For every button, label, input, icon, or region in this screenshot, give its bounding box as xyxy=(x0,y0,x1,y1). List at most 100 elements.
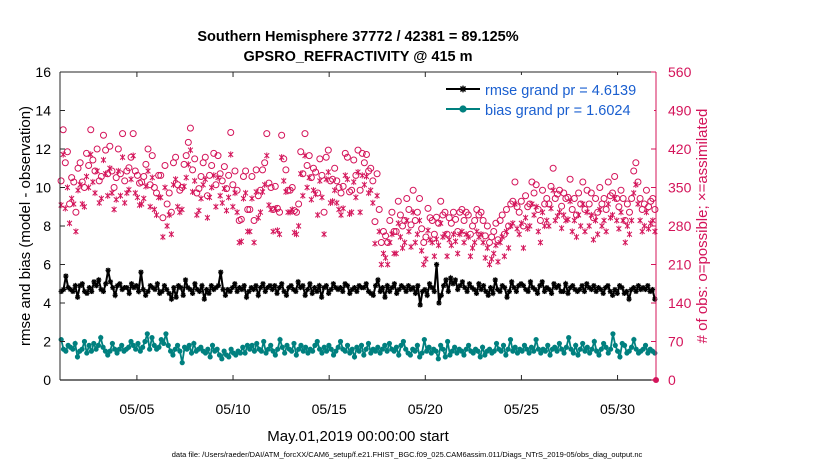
obs-possible-point xyxy=(411,217,419,224)
rmse-point-stroke xyxy=(394,290,400,296)
bias-point xyxy=(545,342,551,348)
bias-point xyxy=(263,350,269,356)
rmse-point xyxy=(631,285,637,291)
rmse-point-stroke xyxy=(375,277,381,283)
obs-possible-point xyxy=(600,195,608,202)
obs-possible-point xyxy=(259,166,267,174)
obs-possible-point xyxy=(303,162,311,169)
rmse-point xyxy=(511,285,517,291)
bias-point xyxy=(268,342,274,348)
bias-point xyxy=(372,348,379,354)
obs-assimilated-point xyxy=(601,217,607,224)
rmse-point-stroke xyxy=(436,300,442,306)
rmse-point xyxy=(598,286,604,293)
rmse-point xyxy=(171,285,177,291)
rmse-point-stroke xyxy=(410,285,416,291)
obs-possible-point xyxy=(382,232,390,240)
obs-possible-point xyxy=(129,130,137,138)
rmse-point xyxy=(269,286,275,293)
rmse-point xyxy=(143,292,149,298)
rmse-point-stroke xyxy=(237,285,242,291)
obs-assimilated-point xyxy=(119,154,126,161)
obs-possible-point xyxy=(390,228,398,235)
rmse-point-stroke xyxy=(185,285,191,291)
obs-possible-point xyxy=(403,195,411,202)
obs-possible-point xyxy=(231,167,239,175)
bias-point xyxy=(312,342,318,348)
obs-possible-point xyxy=(184,138,192,146)
obs-possible-point xyxy=(500,230,508,238)
rmse-point-stroke xyxy=(323,283,329,289)
bias-point xyxy=(533,336,539,343)
obs-possible-point xyxy=(360,159,368,167)
obs-assimilated-point xyxy=(374,192,380,199)
bias-point xyxy=(582,348,588,354)
bias-point xyxy=(640,346,646,352)
rmse-point-stroke xyxy=(190,290,195,296)
obs-possible-point xyxy=(568,206,576,213)
bias-point xyxy=(112,346,118,352)
rmse-point-stroke xyxy=(525,289,531,294)
obs-assimilated-point xyxy=(172,176,179,183)
bias-point xyxy=(449,348,455,354)
rmse-point-stroke xyxy=(295,279,301,285)
bias-point xyxy=(570,350,576,356)
obs-assimilated-point xyxy=(550,187,556,194)
rmse-point xyxy=(250,286,257,293)
y-tick-label-right: 350 xyxy=(668,180,692,196)
obs-assimilated-point xyxy=(138,200,145,208)
bias-point xyxy=(88,348,95,354)
bias-point xyxy=(354,344,360,350)
rmse-point xyxy=(375,277,381,283)
rmse-point-stroke xyxy=(635,283,641,289)
obs-possible-point xyxy=(356,186,364,194)
rmse-point xyxy=(363,281,369,287)
y-tick-label-left: 10 xyxy=(35,180,51,196)
obs-assimilated-point xyxy=(257,209,264,216)
obs-assimilated-point xyxy=(548,205,554,212)
obs-assimilated-point xyxy=(253,188,259,196)
bias-point xyxy=(109,340,115,347)
rmse-point xyxy=(459,279,466,285)
bias-point xyxy=(270,348,276,354)
obs-assimilated-point xyxy=(370,199,376,207)
bias-point xyxy=(358,342,365,348)
obs-assimilated-point xyxy=(64,184,71,191)
obs-possible-point xyxy=(212,181,220,189)
bias-point xyxy=(184,346,190,352)
obs-assimilated-point xyxy=(586,222,592,230)
bias-point xyxy=(191,340,197,347)
rmse-point xyxy=(154,281,160,287)
rmse-point xyxy=(319,294,325,300)
obs-possible-point xyxy=(509,197,517,205)
rmse-point-stroke xyxy=(577,287,583,292)
obs-assimilated-point xyxy=(73,228,79,235)
rmse-point-stroke xyxy=(136,289,142,294)
rmse-point-stroke xyxy=(612,287,618,292)
bias-point xyxy=(454,350,460,356)
rmse-point xyxy=(220,286,226,293)
rmse-point xyxy=(138,269,144,275)
plot-area xyxy=(60,72,656,380)
rmse-point-stroke xyxy=(96,277,102,283)
obs-possible-point xyxy=(447,219,455,227)
rmse-point-stroke xyxy=(328,287,334,292)
rmse-point-stroke xyxy=(284,292,289,298)
obs-assimilated-point xyxy=(484,244,491,252)
y-tick-label-left: 14 xyxy=(35,103,51,119)
obs-possible-point xyxy=(172,153,180,161)
rmse-point xyxy=(330,281,336,287)
obs-possible-point xyxy=(396,211,404,219)
bias-point xyxy=(610,331,616,337)
rmse-point-stroke xyxy=(610,292,616,298)
bias-point xyxy=(240,344,246,350)
obs-possible-point xyxy=(68,174,76,182)
rmse-point xyxy=(593,288,599,295)
rmse-point-stroke xyxy=(291,287,296,292)
obs-assimilated-point xyxy=(469,244,476,252)
rmse-point xyxy=(283,292,290,298)
rmse-point-stroke xyxy=(84,290,90,296)
obs-assimilated-point xyxy=(336,206,342,213)
rmse-point xyxy=(361,285,367,291)
rmse-point xyxy=(178,285,184,291)
